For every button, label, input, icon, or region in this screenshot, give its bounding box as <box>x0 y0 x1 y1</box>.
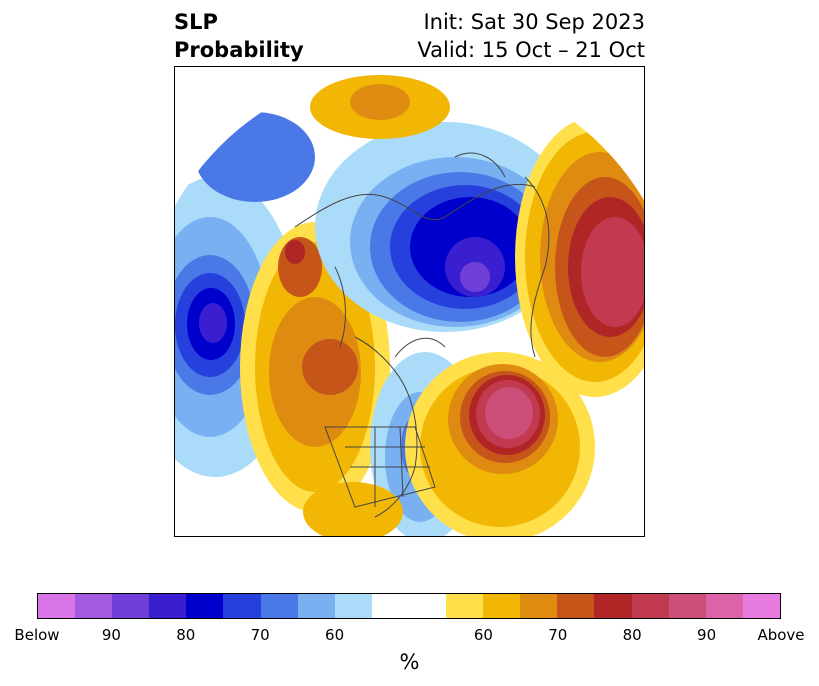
colorbar <box>37 593 781 619</box>
anomaly-field <box>175 67 644 536</box>
colorbar-segment <box>631 594 669 618</box>
colorbar-segment <box>260 594 298 618</box>
colorbar-segment <box>742 594 780 618</box>
colorbar-tick-label: 60 <box>473 626 493 644</box>
colorbar-segment <box>520 594 558 618</box>
colorbar-tick-label: 90 <box>101 626 121 644</box>
title-right: Init: Sat 30 Sep 2023 Valid: 15 Oct – 21… <box>417 8 645 64</box>
colorbar-segment <box>668 594 706 618</box>
colorbar-segment <box>223 594 261 618</box>
colorbar-segment <box>371 594 447 618</box>
probability-map <box>175 67 644 536</box>
title-type: Probability <box>174 38 304 62</box>
colorbar-segment <box>112 594 150 618</box>
colorbar-segment <box>75 594 113 618</box>
colorbar-segment <box>594 594 632 618</box>
colorbar-tick-label: 80 <box>622 626 642 644</box>
colorbar-tick-label: 70 <box>548 626 568 644</box>
map-panel <box>174 66 645 537</box>
colorbar-tick-label: Above <box>757 626 805 644</box>
valid-range: Valid: 15 Oct – 21 Oct <box>417 38 645 62</box>
colorbar-tick-label: Below <box>14 626 60 644</box>
colorbar-segment <box>705 594 743 618</box>
colorbar-segment <box>557 594 595 618</box>
colorbar-segment <box>149 594 187 618</box>
colorbar-segment <box>483 594 521 618</box>
colorbar-segment <box>297 594 335 618</box>
title-left: SLP Probability <box>174 8 304 64</box>
colorbar-segment <box>186 594 224 618</box>
colorbar-segment <box>334 594 372 618</box>
colorbar-tick-label: 80 <box>176 626 196 644</box>
colorbar-tick-label: 60 <box>325 626 345 644</box>
colorbar-tick-label: 70 <box>250 626 270 644</box>
colorbar-segment <box>38 594 76 618</box>
coastlines <box>294 152 550 518</box>
north-atlantic-above-region <box>303 352 595 536</box>
colorbar-tick-labels: Below 90 80 70 60 60 70 80 90 Above <box>14 626 804 648</box>
colorbar-tick-label: 90 <box>697 626 717 644</box>
eurasia-above-region <box>310 75 644 397</box>
colorbar-segment <box>446 594 484 618</box>
title-variable: SLP <box>174 10 218 34</box>
init-date: Init: Sat 30 Sep 2023 <box>423 10 645 34</box>
colorbar-unit-label: % <box>399 650 420 674</box>
